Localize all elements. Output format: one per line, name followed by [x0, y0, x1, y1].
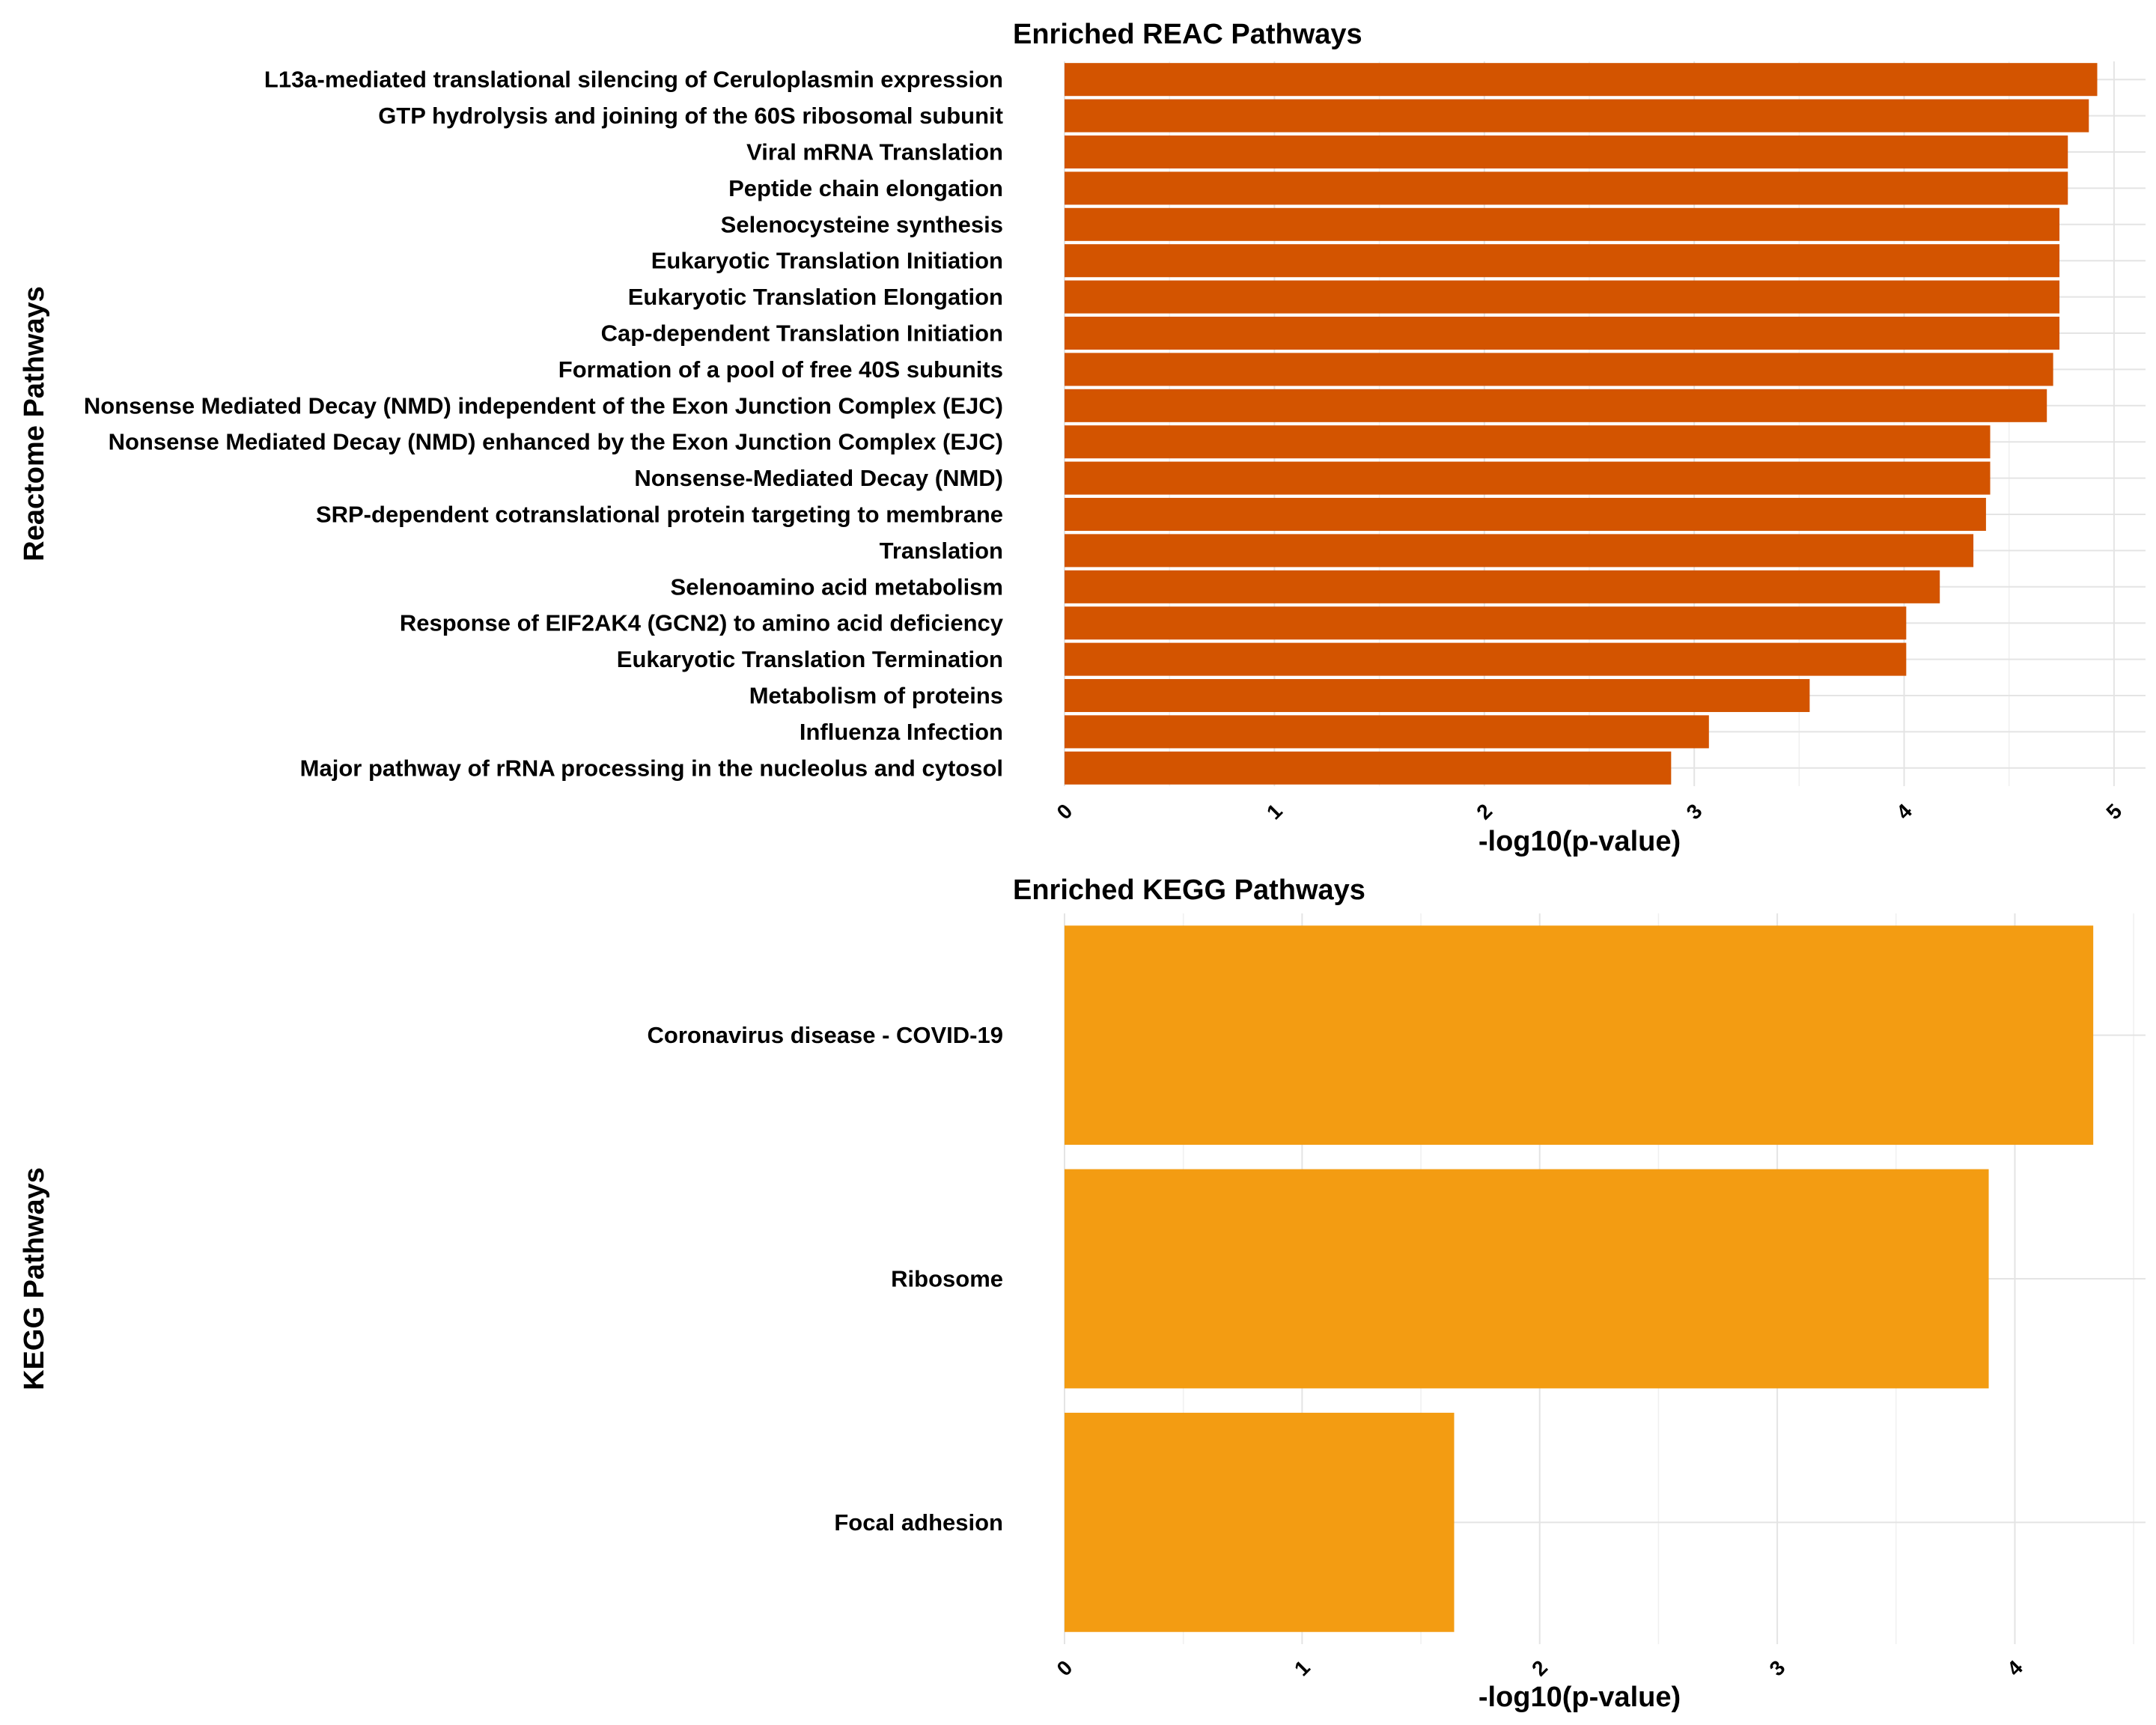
reac-category-label: Selenoamino acid metabolism [671, 574, 1003, 600]
reac-bar [1065, 461, 1991, 495]
reac-bar [1065, 715, 1709, 749]
reac-x-tick-label: 3 [1682, 800, 1707, 824]
reac-category-label: Eukaryotic Translation Initiation [651, 248, 1003, 274]
reac-x-tick-label: 1 [1262, 800, 1287, 824]
reac-x-tick-labels: 0 1 2 3 4 5 [1053, 799, 2127, 824]
kegg-x-tick-label: 2 [1527, 1656, 1552, 1681]
reac-category-label: Nonsense Mediated Decay (NMD) independen… [84, 392, 1003, 419]
reac-bar [1065, 353, 2053, 386]
reac-bar [1065, 678, 1810, 713]
reac-bar [1065, 207, 2060, 241]
kegg-panel: Enriched KEGG Pathways Coronavirus disea… [19, 874, 2146, 1713]
reac-chart-title: Enriched REAC Pathways [1013, 19, 1362, 50]
reac-bar [1065, 280, 2060, 314]
reac-bar [1065, 244, 2060, 278]
reac-category-label: GTP hydrolysis and joining of the 60S ri… [378, 103, 1003, 129]
reac-bar [1065, 570, 1940, 603]
reac-bar [1065, 135, 2068, 169]
reac-category-label: Nonsense-Mediated Decay (NMD) [634, 465, 1003, 491]
reac-bar [1065, 751, 1672, 785]
reac-category-label: Peptide chain elongation [728, 175, 1003, 201]
reac-bar [1065, 642, 1907, 676]
kegg-x-tick-label: 1 [1290, 1656, 1315, 1681]
kegg-x-tick-labels: 0 1 2 3 4 [1053, 1655, 2028, 1680]
kegg-bar [1065, 925, 2094, 1146]
reac-x-tick-label: 4 [1892, 799, 1916, 824]
reac-bar [1065, 534, 1974, 568]
reac-bars [1065, 63, 2098, 785]
reac-bar [1065, 606, 1907, 640]
reac-category-label: Formation of a pool of free 40S subunits [558, 356, 1003, 383]
reac-bar [1065, 316, 2060, 350]
kegg-x-tick-label: 3 [1765, 1656, 1790, 1681]
kegg-x-tick-label: 0 [1053, 1656, 1077, 1681]
reac-x-tick-label: 2 [1472, 800, 1496, 824]
reac-category-label: Metabolism of proteins [749, 683, 1003, 709]
kegg-x-tick-label: 4 [2003, 1655, 2027, 1680]
reac-bar [1065, 99, 2089, 133]
reac-category-label: Eukaryotic Translation Elongation [628, 284, 1003, 310]
reac-category-label: Influenza Infection [800, 719, 1003, 745]
kegg-x-axis-title: -log10(p-value) [1479, 1682, 1681, 1713]
kegg-category-label: Coronavirus disease - COVID-19 [648, 1022, 1004, 1048]
reac-bar [1065, 497, 1986, 532]
reac-x-tick-label: 0 [1053, 800, 1077, 824]
reac-category-label: Nonsense Mediated Decay (NMD) enhanced b… [109, 429, 1003, 455]
reac-x-axis-title: -log10(p-value) [1479, 826, 1681, 857]
kegg-chart-title: Enriched KEGG Pathways [1013, 874, 1365, 906]
reac-category-label: L13a-mediated translational silencing of… [264, 67, 1003, 93]
reac-bar [1065, 171, 2068, 205]
reac-category-label: Selenocysteine synthesis [721, 211, 1003, 237]
kegg-y-axis-title: KEGG Pathways [19, 1167, 50, 1390]
reac-y-axis-title: Reactome Pathways [19, 286, 50, 562]
reac-category-labels: L13a-mediated translational silencing of… [84, 67, 1004, 782]
kegg-bars [1065, 925, 2094, 1632]
reac-category-label: Response of EIF2AK4 (GCN2) to amino acid… [400, 610, 1004, 636]
kegg-bar [1065, 1169, 1989, 1389]
kegg-category-labels: Coronavirus disease - COVID-19 Ribosome Fo… [648, 1022, 1004, 1536]
reac-category-label: Cap-dependent Translation Initiation [601, 320, 1003, 347]
kegg-category-label: Ribosome [891, 1266, 1003, 1292]
reac-bar [1065, 63, 2098, 97]
reac-category-label: Translation [880, 538, 1003, 564]
reac-category-label: Eukaryotic Translation Termination [617, 646, 1003, 672]
reac-bar [1065, 425, 1991, 459]
reac-bar [1065, 389, 2047, 422]
reac-panel: Enriched REAC Pathways L13a-mediated tra… [19, 19, 2146, 857]
kegg-category-label: Focal adhesion [834, 1509, 1003, 1536]
kegg-bar [1065, 1412, 1455, 1632]
reac-category-label: SRP-dependent cotranslational protein ta… [316, 502, 1003, 528]
reac-x-tick-label: 5 [2101, 800, 2126, 824]
reac-category-label: Major pathway of rRNA processing in the … [300, 755, 1003, 781]
reac-category-label: Viral mRNA Translation [746, 139, 1003, 165]
reac-grid [1064, 61, 2146, 786]
